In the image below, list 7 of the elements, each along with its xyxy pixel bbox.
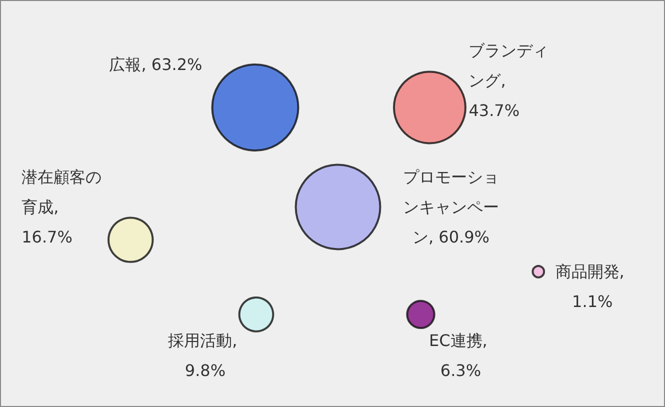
- data-label: 採用活動, 9.8%: [168, 330, 242, 380]
- data-label: 潜在顧客の育成, 16.7%: [22, 167, 102, 246]
- data-label: プロモーションキャンペーン, 60.9%: [402, 167, 499, 246]
- data-label: EC連携, 6.3%: [429, 330, 492, 380]
- data-label: ブランディング, 43.7%: [468, 40, 549, 120]
- data-label: 商品開発, 1.1%: [555, 262, 630, 312]
- data-label: 広報, 63.2%: [109, 54, 202, 74]
